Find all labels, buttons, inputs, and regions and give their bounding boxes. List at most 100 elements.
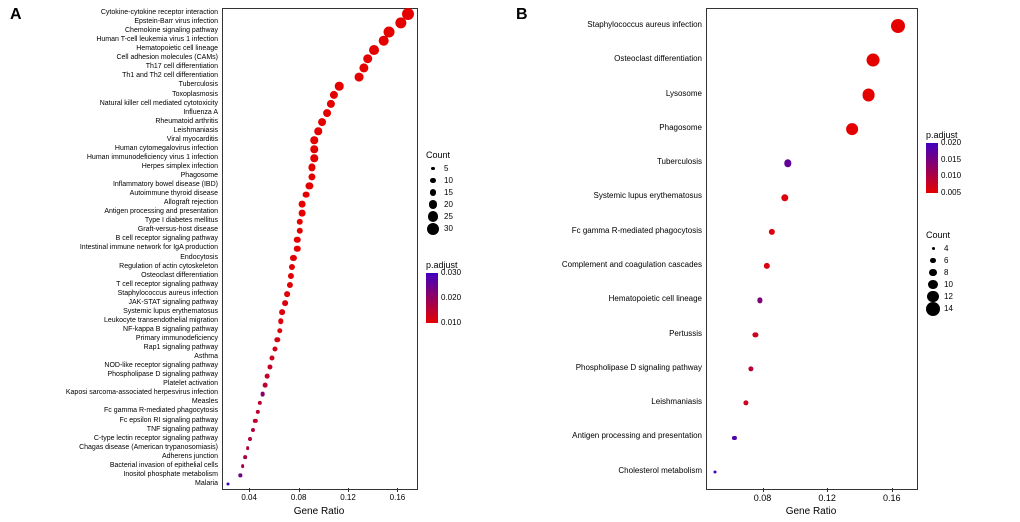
x-tick-label: 0.08 [291,493,307,502]
data-point [267,364,272,369]
y-category-label: Human T-cell leukemia virus 1 infection [2,35,218,44]
data-point [258,401,262,405]
legend-colorbar-tick: 0.010 [941,171,961,180]
y-category-label: Systemic lupus erythematosus [2,307,218,316]
y-category-label: Inositol phosphate metabolism [2,470,218,479]
legend-count-item: 15 [426,187,453,198]
data-point [768,229,774,235]
legend-count-item: 4 [926,243,953,254]
data-point [714,470,717,473]
y-category-label: Influenza A [2,108,218,117]
y-category-label: Th17 cell differentiation [2,62,218,71]
y-category-label: Fc epsilon RI signaling pathway [2,416,218,425]
data-point [732,436,736,440]
data-point [363,54,373,64]
data-point [246,446,250,450]
data-point [306,182,313,189]
legend-count-item: 25 [426,211,453,222]
y-category-label: Hematopoietic cell lineage [512,282,702,316]
y-category-label: Allograft rejection [2,198,218,207]
legend-colorbar-tick: 0.020 [941,138,961,147]
y-category-label: B cell receptor signaling pathway [2,234,218,243]
data-point [867,54,880,67]
data-point [314,128,322,136]
y-category-label: Natural killer cell mediated cytotoxicit… [2,99,218,108]
data-point [255,410,259,414]
y-category-label: Measles [2,397,218,406]
y-category-label: Asthma [2,352,218,361]
data-point [378,35,389,46]
data-point [395,17,406,28]
legend-colorbar-tick: 0.030 [441,268,461,277]
legend-colorbar-tick: 0.005 [941,188,961,197]
data-point [260,392,265,397]
data-point [326,100,334,108]
data-point [862,88,875,101]
data-point [308,164,315,171]
panel-b-x-title: Gene Ratio [786,506,837,517]
y-category-label: Phospholipase D signaling pathway [512,351,702,385]
data-point [330,91,338,99]
legend-count-item: 8 [926,267,953,278]
legend-count-item: 12 [926,291,953,302]
panel-a: A Gene Ratio Count51015202530 p.adjust0.… [0,0,510,522]
y-category-label: Phagosome [2,171,218,180]
y-category-label: Cell adhesion molecules (CAMs) [2,53,218,62]
data-point [846,123,858,135]
y-category-label: NF-kappa B signaling pathway [2,325,218,334]
y-category-label: Type I diabetes mellitus [2,216,218,225]
data-point [743,401,748,406]
panel-a-plot [222,8,418,490]
data-point [753,332,758,337]
data-point [272,346,277,351]
legend-colorbar [926,143,938,193]
data-point [308,173,315,180]
y-category-label: NOD-like receptor signaling pathway [2,361,218,370]
legend-count-item: 10 [426,175,453,186]
data-point [263,382,268,387]
y-category-label: Chemokine signaling pathway [2,26,218,35]
legend-count-item: 20 [426,199,453,210]
data-point [359,63,368,72]
y-category-label: Endocytosis [2,253,218,262]
data-point [279,310,285,316]
y-category-label: Osteoclast differentiation [512,42,702,76]
y-category-label: Primary immunodeficiency [2,334,218,343]
y-category-label: Cholesterol metabolism [512,454,702,488]
panel-b: B Gene Ratio Count468101214 p.adjust0.00… [510,0,1020,522]
legend-count-title: Count [426,150,453,160]
data-point [287,282,293,288]
legend-colorbar-tick: 0.020 [441,293,461,302]
y-category-label: Staphylococcus aureus infection [2,289,218,298]
data-point [311,155,319,163]
x-tick-label: 0.08 [754,493,772,503]
data-point [302,191,309,198]
legend-colorbar-tick: 0.010 [441,318,461,327]
y-category-label: Graft-versus-host disease [2,225,218,234]
y-category-label: Kaposi sarcoma-associated herpesvirus in… [2,388,218,397]
panel-b-legend-count: Count468101214 [926,230,953,315]
data-point [299,200,306,207]
y-category-label: Lysosome [512,77,702,111]
y-category-label: Phagosome [512,111,702,145]
x-tick-label: 0.04 [241,493,257,502]
data-point [282,300,288,306]
data-point [251,428,255,432]
data-point [284,291,290,297]
x-tick-label: 0.16 [883,493,901,503]
data-point [369,45,379,55]
y-category-label: T cell receptor signaling pathway [2,280,218,289]
data-point [764,263,770,269]
data-point [265,373,270,378]
data-point [296,219,302,225]
y-category-label: Leukocyte transendothelial migration [2,316,218,325]
data-point [748,366,753,371]
data-point [311,137,319,145]
y-category-label: Epstein-Barr virus infection [2,17,218,26]
data-point [311,146,319,154]
y-category-label: Staphylococcus aureus infection [512,8,702,42]
y-category-label: Platelet activation [2,379,218,388]
data-point [253,419,257,423]
panel-b-legend-padjust: p.adjust0.0050.0100.0150.020 [926,130,958,195]
data-point [758,298,763,303]
